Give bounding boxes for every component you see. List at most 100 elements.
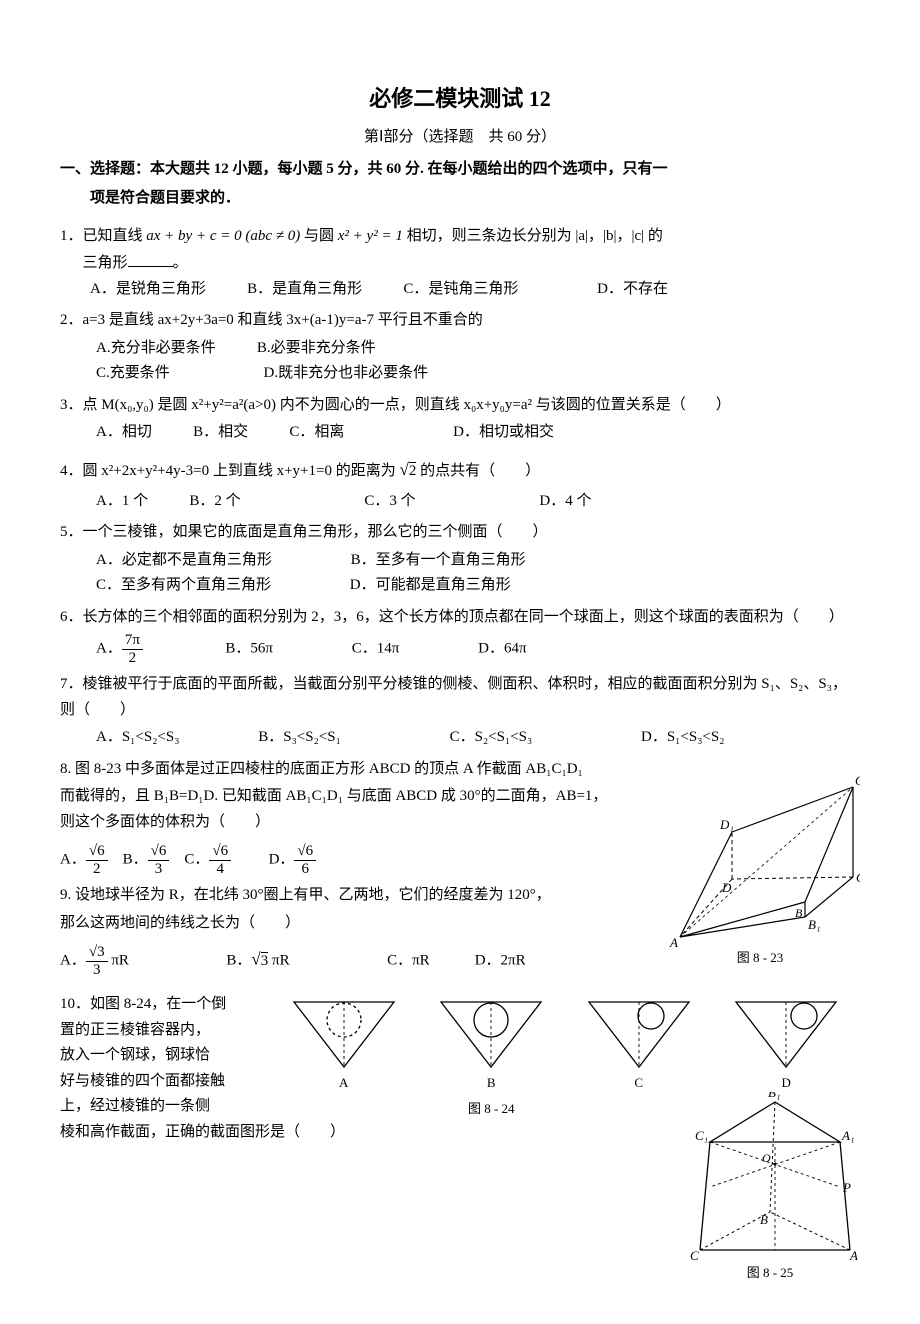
subtitle: 第Ⅰ部分（选择题 共 60 分） [60,125,860,151]
q5-stem: 5．一个三棱锥，如果它的底面是直角三角形，那么它的三个侧面（ ） [60,520,860,546]
question-10: 10．如图 8-24，在一个倒 置的正三棱锥容器内， 放入一个钢球，钢球恰 好与… [60,992,860,1146]
q10-fig-a: A [284,992,404,1094]
q10-b-label: B [431,1072,551,1094]
q10-a-label: A [284,1072,404,1094]
q8-a-den: 2 [86,861,108,878]
q3-opt-d: D．相切或相交 [453,424,554,440]
q1-opt-d: D．不存在 [597,281,668,297]
q8-b-pre: B． [123,852,148,868]
q7-opt-a: A．S₁<S₂<S₃ [96,729,179,745]
q3-stem: 3．点 M(x₀,y₀) 是圆 x²+y²=a²(a>0) 内不为圆心的一点，则… [60,393,860,419]
q2-opt-c: C.充要条件 [96,365,170,381]
q2-opt-d: D.既非充分也非必要条件 [264,365,429,381]
section-header-l1: 一、选择题：本大题共 12 小题，每小题 5 分，共 60 分. 在每小题给出的… [60,157,860,183]
q6-a-den: 2 [122,650,143,667]
q1-stem-b: 与圆 [300,228,338,244]
q10-fig-b: B 图 8 - 24 [431,992,551,1120]
q9-opt-d: D．2πR [475,953,526,969]
q2-opt-b: B.必要非充分条件 [257,340,376,356]
q10-fig-c: C [579,992,699,1094]
q1-stem-d: 三角形 [83,255,128,271]
svg-text:C: C [690,1248,699,1262]
q8-d-num: √6 [294,843,316,861]
svg-text:B: B [760,1212,768,1227]
q10-c-label: C [579,1072,699,1094]
q4-stem-a: 4．圆 x²+2x+y²+4y-3=0 上到直线 x+y+1=0 的距离为 [60,463,399,479]
q8-c-pre: C． [184,852,209,868]
q4-opt-b: B．2 个 [189,493,240,509]
q8-c-den: 4 [209,861,231,878]
q9-l2: 那么这两地间的纬线之长为（ ） [60,911,860,937]
q8-d-pre: D． [269,852,295,868]
q10-l5: 上，经过棱锥的一条侧 [60,1094,270,1120]
q8-c-num: √6 [209,843,231,861]
q8-b-num: √6 [148,843,170,861]
q9-a-den: 3 [86,962,108,979]
q9-b-pre: B． [226,953,251,969]
question-9: 9. 设地球半径为 R，在北纬 30°圈上有甲、乙两地，它们的经度差为 120°… [60,883,860,978]
q5-opt-b: B．至多有一个直角三角形 [351,552,526,568]
q10-fig-d: D [726,992,846,1094]
svg-text:P: P [842,1180,851,1195]
question-3: 3．点 M(x₀,y₀) 是圆 x²+y²=a²(a>0) 内不为圆心的一点，则… [60,393,860,446]
q6-opt-b: B．56π [225,641,273,657]
question-6: 6．长方体的三个相邻面的面积分别为 2，3，6，这个长方体的顶点都在同一个球面上… [60,605,860,667]
q8-l3: 则这个多面体的体积为（ ） [60,810,860,836]
q4-stem-b: 的点共有（ ） [416,463,540,479]
q7-opt-d: D．S₁<S₃<S₂ [641,729,724,745]
q7-opt-c: C．S₂<S₁<S₃ [450,729,533,745]
svg-text:A: A [849,1248,858,1262]
q3-opt-c: C．相离 [289,424,344,440]
q6-opt-d: D．64π [478,641,526,657]
section-header-l2: 项是符合题目要求的． [60,186,860,212]
q10-l2: 置的正三棱锥容器内， [60,1018,270,1044]
fig-8-24-label: 图 8 - 24 [431,1098,551,1120]
question-1: 1．已知直线 ax + by + c = 0 (abc ≠ 0) 与圆 x² +… [60,224,860,303]
svg-text:O: O [762,1151,771,1165]
q2-stem: 2．a=3 是直线 ax+2y+3a=0 和直线 3x+(a-1)y=a-7 平… [60,308,860,334]
question-8: 8. 图 8-23 中多面体是过正四棱柱的底面正方形 ABCD 的顶点 A 作截… [60,757,860,878]
q7-stem: 7．棱锥被平行于底面的平面所截，当截面分别平分棱锥的侧棱、侧面积、体积时，相应的… [60,672,860,723]
q3-opt-b: B．相交 [193,424,248,440]
q1-opt-c: C．是钝角三角形 [403,281,518,297]
q6-opt-c: C．14π [352,641,400,657]
q6-a-num: 7π [122,632,143,650]
q9-a-pre: A． [60,953,86,969]
q1-options: A．是锐角三角形 B．是直角三角形 C．是钝角三角形 D．不存在 [60,277,860,303]
q10-d-label: D [726,1072,846,1094]
q1-opt-b: B．是直角三角形 [247,281,362,297]
q8-l1: 8. 图 8-23 中多面体是过正四棱柱的底面正方形 ABCD 的顶点 A 作截… [60,757,860,783]
page-title: 必修二模块测试 12 [60,80,860,117]
q3-opt-a: A．相切 [96,424,152,440]
q5-opt-d: D．可能都是直角三角形 [350,577,511,593]
q1-eq2: x² + y² = 1 [338,228,403,244]
q1-stem-a: 1．已知直线 [60,228,146,244]
q10-l4: 好与棱锥的四个面都接触 [60,1069,270,1095]
q8-b-den: 3 [148,861,170,878]
q1-stem-c: 相切，则三条边长分别为 |a|，|b|，|c| 的 [403,228,663,244]
q10-l3: 放入一个钢球，钢球恰 [60,1043,270,1069]
q2-opt-a: A.充分非必要条件 [96,340,216,356]
q8-a-num: √6 [86,843,108,861]
q5-opt-a: A．必定都不是直角三角形 [96,552,272,568]
q4-opt-a: A．1 个 [96,493,148,509]
q10-figures: A B 图 8 - 24 C [270,992,860,1120]
q5-opt-c: C．至多有两个直角三角形 [96,577,271,593]
q9-a-num: √3 [86,944,108,962]
q1-stem-e: 。 [173,255,188,271]
q8-d-den: 6 [294,861,316,878]
q4-opt-d: D．4 个 [539,493,591,509]
q4-opt-c: C．3 个 [364,493,415,509]
q9-l1: 9. 设地球半径为 R，在北纬 30°圈上有甲、乙两地，它们的经度差为 120°… [60,883,860,909]
question-4: 4．圆 x²+2x+y²+4y-3=0 上到直线 x+y+1=0 的距离为 √2… [60,456,860,514]
blank [128,266,173,267]
question-5: 5．一个三棱锥，如果它的底面是直角三角形，那么它的三个侧面（ ） A．必定都不是… [60,520,860,599]
q1-opt-a: A．是锐角三角形 [90,281,206,297]
q9-a-suf: πR [108,953,129,969]
fig-8-25-label: 图 8 - 25 [680,1262,860,1284]
q8-l2: 而截得的，且 B₁B=D₁D. 已知截面 AB₁C₁D₁ 与底面 ABCD 成 … [60,784,860,810]
q7-opt-b: B．S₃<S₂<S₁ [258,729,341,745]
q9-opt-c: C．πR [387,953,430,969]
q6-opt-a-pre: A． [96,641,122,657]
q10-l6: 棱和高作截面，正确的截面图形是（ ） [60,1120,860,1146]
